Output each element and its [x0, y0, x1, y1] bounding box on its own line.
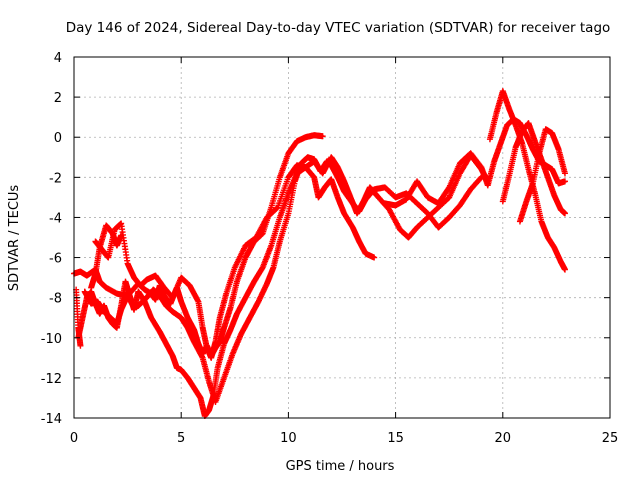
data-point	[77, 342, 84, 349]
plot-points	[71, 88, 568, 419]
axis-ticks: 0 5 10 15 20 25 -14 -12 -10 -8 -6 -4 -2 0 2 4	[41, 51, 619, 446]
grid	[74, 57, 610, 418]
data-point	[561, 266, 568, 273]
y-axis-label: SDTVAR / TECUs	[7, 185, 22, 292]
data-point	[561, 210, 568, 217]
data-point	[561, 178, 568, 185]
y-tick-label: 4	[54, 51, 62, 66]
y-tick-label: -6	[49, 252, 62, 267]
x-tick-label: 25	[602, 431, 619, 446]
data-point	[371, 254, 378, 261]
y-tick-label: -14	[41, 412, 62, 427]
x-axis-label: GPS time / hours	[286, 459, 395, 474]
x-tick-label: 5	[177, 431, 185, 446]
plot-frame	[73, 56, 611, 419]
y-tick-label: -10	[41, 332, 62, 347]
x-tick-label: 10	[280, 431, 297, 446]
data-point	[319, 133, 326, 140]
data-point	[118, 232, 125, 239]
y-tick-label: 0	[54, 131, 62, 146]
x-tick-label: 0	[70, 431, 78, 446]
y-tick-label: 2	[54, 91, 62, 106]
x-tick-label: 20	[495, 431, 512, 446]
chart-title: Day 146 of 2024, Sidereal Day-to-day VTE…	[66, 20, 611, 36]
y-tick-label: -2	[49, 171, 62, 186]
x-tick-label: 15	[387, 431, 404, 446]
y-tick-label: -4	[49, 211, 62, 226]
y-tick-label: -12	[41, 372, 62, 387]
y-tick-label: -8	[49, 292, 62, 307]
data-point	[561, 170, 568, 177]
